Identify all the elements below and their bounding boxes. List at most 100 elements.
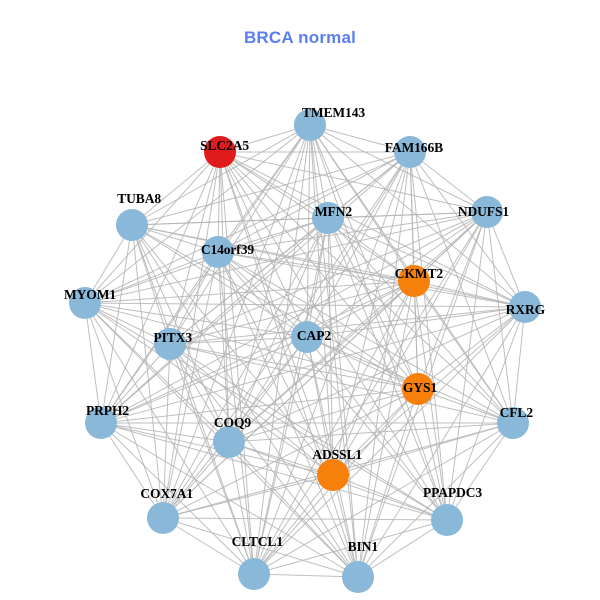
graph-edge [306,306,526,338]
graph-node-label-pitx3: PITX3 [153,330,192,345]
graph-node-ndufs1[interactable] [471,196,503,228]
graph-edge [100,388,419,424]
graph-node-label-myom1: MYOM1 [64,287,116,302]
graph-edge [357,519,448,578]
graph-edge [253,519,448,575]
graph-edge [413,280,514,424]
graph-edge [253,217,329,575]
graph-edge [357,422,514,578]
graph-edge [162,517,255,575]
graph-node-myom1[interactable] [69,287,101,319]
graph-edge [327,217,514,424]
graph-edge [306,217,329,338]
graph-edge [306,336,448,521]
graph-node-tmem143[interactable] [294,109,326,141]
graph-edge [413,280,526,308]
graph-node-c14orf39[interactable] [202,236,234,268]
graph-edge [228,441,255,575]
graph-edge [169,124,311,345]
graph-edge [217,251,308,338]
graph-edge [162,280,415,519]
graph-node-label-fam166b: FAM166B [384,140,443,155]
graph-edge [84,124,311,304]
graph-node-rxrg[interactable] [509,291,541,323]
graph-edge [100,422,448,521]
graph-edge [169,336,308,345]
graph-node-label-bin1: BIN1 [347,539,378,554]
graph-edge [409,151,448,521]
graph-edge [84,302,419,390]
graph-edge [228,151,411,443]
graph-node-fam166b[interactable] [394,136,426,168]
graph-edge [217,251,526,308]
graph-edge [162,474,334,519]
graph-edge [219,151,514,424]
graph-edge [253,306,526,575]
graph-edge [217,251,514,424]
graph-node-cfl2[interactable] [497,407,529,439]
graph-node-ckmt2[interactable] [398,265,430,297]
graph-node-tuba8[interactable] [116,209,148,241]
graph-edge [169,280,415,345]
graph-node-coq9[interactable] [213,426,245,458]
graph-edge [228,124,311,443]
graph-edge [327,217,526,308]
graph-edge [162,124,311,519]
graph-node-label-ckmt2: CKMT2 [394,266,443,281]
graph-edge [413,280,419,390]
graph-edge [169,151,221,345]
graph-edge [219,151,488,213]
graph-node-mfn2[interactable] [312,202,344,234]
graph-edge [332,474,359,578]
graph-node-prph2[interactable] [85,407,117,439]
graph-node-label-slc2a5: SLC2A5 [200,138,249,153]
graph-edge [100,124,311,424]
graph-edge [217,251,230,443]
graph-edge [162,517,448,521]
graph-edge [417,211,488,390]
graph-edge [84,211,488,304]
graph-edge [169,251,219,345]
graph-node-bin1[interactable] [342,561,374,593]
graph-edge [162,388,419,519]
graph-node-cltcl1[interactable] [238,558,270,590]
graph-edge [219,151,334,476]
graph-node-pitx3[interactable] [154,328,186,360]
graph-edge [217,251,255,575]
graph-node-cap2[interactable] [291,321,323,353]
graph-edge [84,280,415,304]
graph-edge [100,422,230,443]
graph-node-label-ppapdc3: PPAPDC3 [422,485,482,500]
graph-node-adssl1[interactable] [317,459,349,491]
graph-edge [253,573,359,578]
graph-edge [306,336,419,390]
graph-edge [228,280,415,443]
graph-edge [131,224,164,519]
graph-edge [309,124,334,476]
graph-edge [327,217,448,521]
graph-node-ppapdc3[interactable] [431,504,463,536]
graph-edge [228,388,419,443]
graph-edge [332,422,514,476]
graph-edge [512,306,526,424]
graph-edge [219,151,308,338]
graph-edge [131,224,255,575]
graph-node-slc2a5[interactable] [204,136,236,168]
graph-edge [131,224,171,345]
graph-edge [100,211,488,424]
graph-edge [100,336,308,424]
graph-edge [131,151,221,226]
graph-edge [253,151,411,575]
graph-edge [327,217,419,390]
graph-edge [162,343,171,519]
graph-edge [169,211,488,345]
graph-edge [100,422,255,575]
graph-node-cox7a1[interactable] [147,502,179,534]
graph-edge [228,441,359,578]
graph-edge [84,302,448,521]
graph-node-gys1[interactable] [402,373,434,405]
graph-node-label-cltcl1: CLTCL1 [231,534,284,549]
graph-edge [253,280,415,575]
